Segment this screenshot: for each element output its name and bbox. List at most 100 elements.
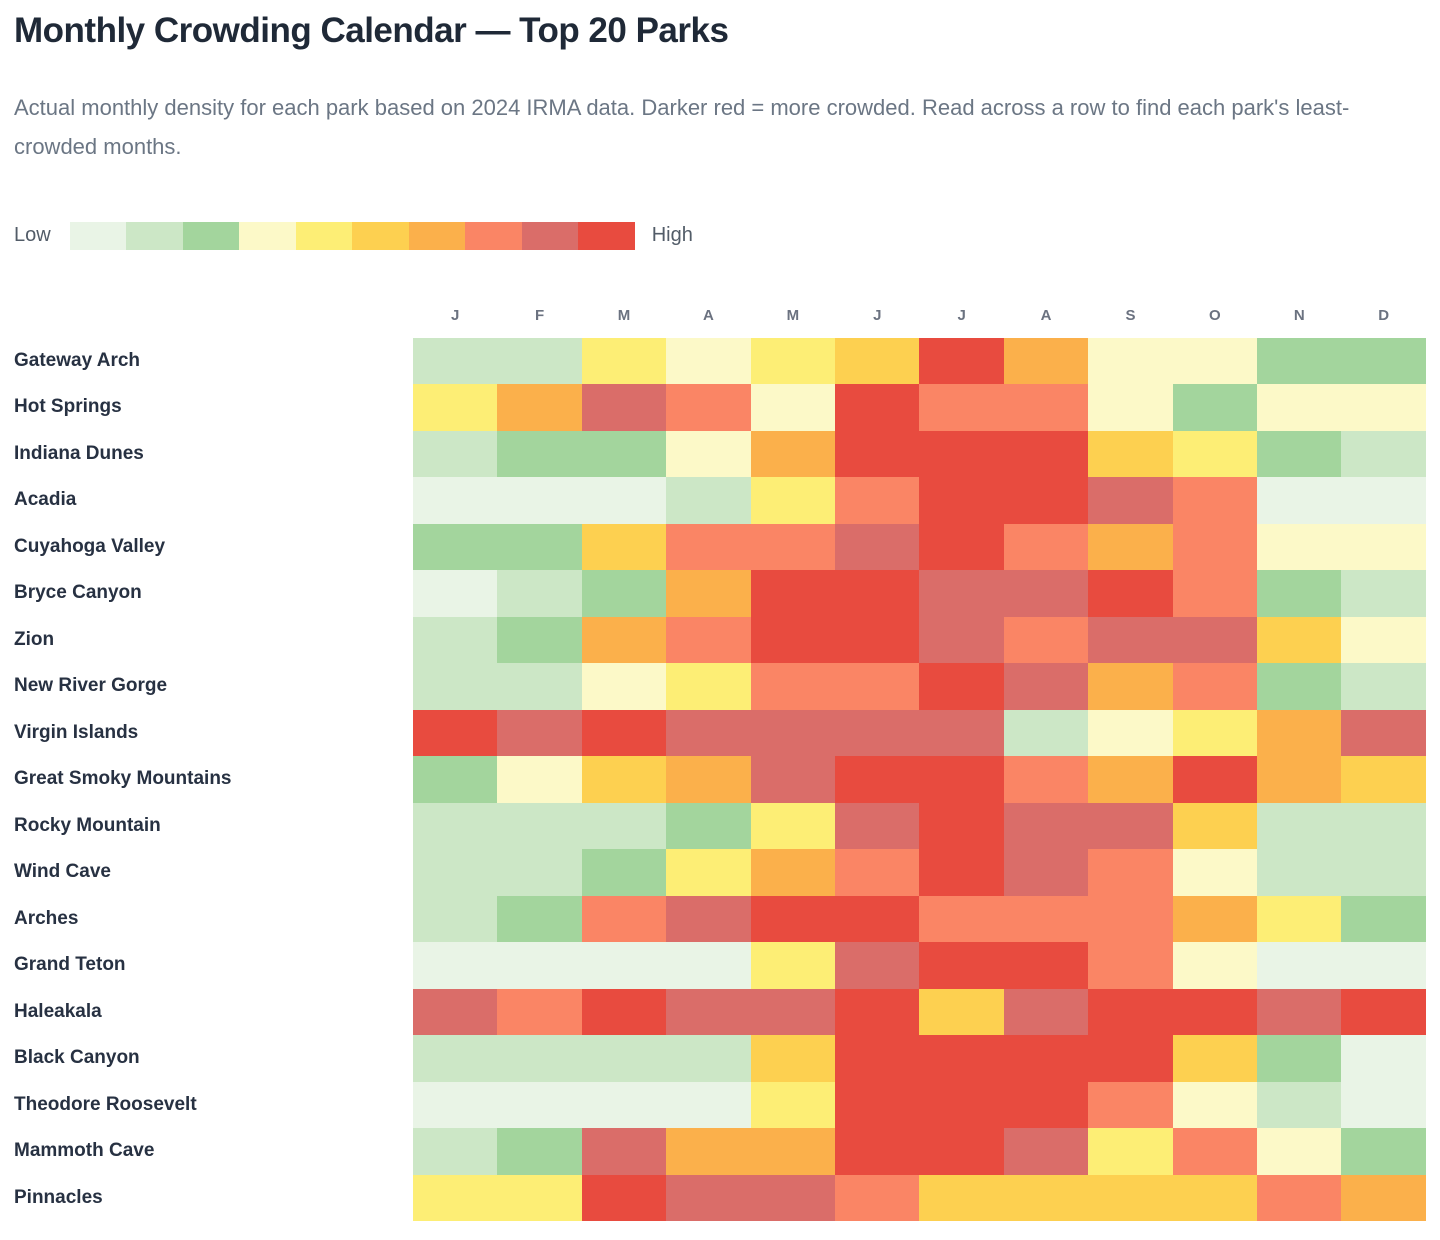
heatmap-cell [919, 663, 1004, 710]
heatmap-cell [1003, 1174, 1089, 1221]
heatmap-cell [919, 523, 1004, 570]
heatmap-cell [1003, 756, 1089, 803]
heatmap-cell [750, 756, 836, 803]
heatmap-cell [413, 895, 498, 942]
heatmap-cell [666, 849, 751, 896]
park-row-label: Mammoth Cave [14, 1140, 155, 1162]
park-row-label: Zion [14, 628, 55, 650]
heatmap-cell [750, 849, 836, 896]
heatmap-cell [750, 477, 836, 524]
heatmap-cell [1003, 988, 1089, 1035]
heatmap-cell [1341, 802, 1426, 849]
heatmap-cell [581, 709, 667, 756]
heatmap-cell [581, 988, 667, 1035]
heatmap-cell [750, 988, 836, 1035]
heatmap-cell [835, 756, 920, 803]
heatmap-cell [1088, 1081, 1173, 1128]
heatmap-cell [497, 988, 582, 1035]
heatmap-cell [1088, 1128, 1173, 1175]
heatmap-cell [835, 477, 920, 524]
heatmap-cell [1341, 1081, 1426, 1128]
color-legend: Low High [14, 221, 1426, 250]
heatmap-cell [835, 895, 920, 942]
heatmap-cell [581, 1174, 667, 1221]
heatmap-cell [1257, 523, 1342, 570]
heatmap-cell [666, 477, 751, 524]
month-header: A [1040, 307, 1052, 324]
heatmap-cell [835, 1128, 920, 1175]
heatmap-cell [919, 988, 1004, 1035]
park-row-label: Cuyahoga Valley [14, 535, 166, 557]
heatmap-cell [1257, 616, 1342, 663]
heatmap-cell [750, 430, 836, 477]
park-row-label: Rocky Mountain [14, 814, 161, 836]
park-row-label: Wind Cave [14, 861, 111, 883]
heatmap-cell [835, 616, 920, 663]
heatmap-cell [1341, 849, 1426, 896]
heatmap-cell [581, 895, 667, 942]
park-row-label: Grand Teton [14, 954, 126, 976]
heatmap-cell [750, 709, 836, 756]
heatmap-cell [919, 942, 1004, 989]
heatmap-cell [666, 663, 751, 710]
heatmap-cell [1003, 709, 1089, 756]
heatmap-cell [497, 756, 582, 803]
heatmap-cell [497, 1128, 582, 1175]
heatmap-cell [1341, 570, 1426, 617]
heatmap-cell [919, 1174, 1004, 1221]
heatmap-cell [1257, 709, 1342, 756]
month-header: N [1293, 307, 1305, 324]
heatmap-cell [835, 709, 920, 756]
heatmap-cell [1003, 616, 1089, 663]
heatmap-cell [1257, 1081, 1342, 1128]
park-row-label: Haleakala [14, 1000, 102, 1022]
heatmap-cell [835, 849, 920, 896]
heatmap-cell [1172, 1081, 1258, 1128]
heatmap-cell [666, 1035, 751, 1082]
heatmap-cell [1257, 802, 1342, 849]
heatmap-cell [413, 709, 498, 756]
heatmap-cell [919, 477, 1004, 524]
legend-swatch [126, 221, 183, 250]
heatmap-cell [413, 988, 498, 1035]
heatmap-cell [1172, 477, 1258, 524]
heatmap-cell [1341, 616, 1426, 663]
heatmap-cell [919, 1081, 1004, 1128]
heatmap-cell [750, 1081, 836, 1128]
heatmap-cell [497, 849, 582, 896]
heatmap-cell [1341, 663, 1426, 710]
heatmap-cell [1088, 663, 1173, 710]
heatmap-cell [1003, 337, 1089, 384]
heatmap-cell [666, 337, 751, 384]
heatmap-cell [1088, 430, 1173, 477]
heatmap-cell [581, 523, 667, 570]
heatmap-cell [1172, 849, 1258, 896]
park-row-label: Pinnacles [14, 1186, 103, 1208]
heatmap-cell [919, 709, 1004, 756]
heatmap-corner-spacer [14, 294, 413, 338]
heatmap-cell [1088, 1174, 1173, 1221]
heatmap-cell [581, 942, 667, 989]
heatmap-cell [1341, 1128, 1426, 1175]
heatmap-cell [666, 988, 751, 1035]
heatmap-cell [581, 663, 667, 710]
heatmap-cell [1003, 523, 1089, 570]
heatmap-cell [1341, 942, 1426, 989]
heatmap-cell [581, 802, 667, 849]
heatmap-cell [1257, 756, 1342, 803]
heatmap-cell [835, 1081, 920, 1128]
park-row-label: Virgin Islands [14, 721, 139, 743]
page-title: Monthly Crowding Calendar — Top 20 Parks [14, 11, 729, 50]
heatmap-cell [1257, 1035, 1342, 1082]
heatmap-cell [835, 663, 920, 710]
heatmap-cell [1088, 756, 1173, 803]
month-header: M [617, 307, 631, 324]
heatmap-cell [750, 663, 836, 710]
heatmap-cell [919, 756, 1004, 803]
heatmap-cell [919, 384, 1004, 431]
heatmap-cell [1088, 616, 1173, 663]
heatmap-cell [497, 802, 582, 849]
legend-swatch [239, 221, 296, 250]
heatmap-cell [581, 849, 667, 896]
